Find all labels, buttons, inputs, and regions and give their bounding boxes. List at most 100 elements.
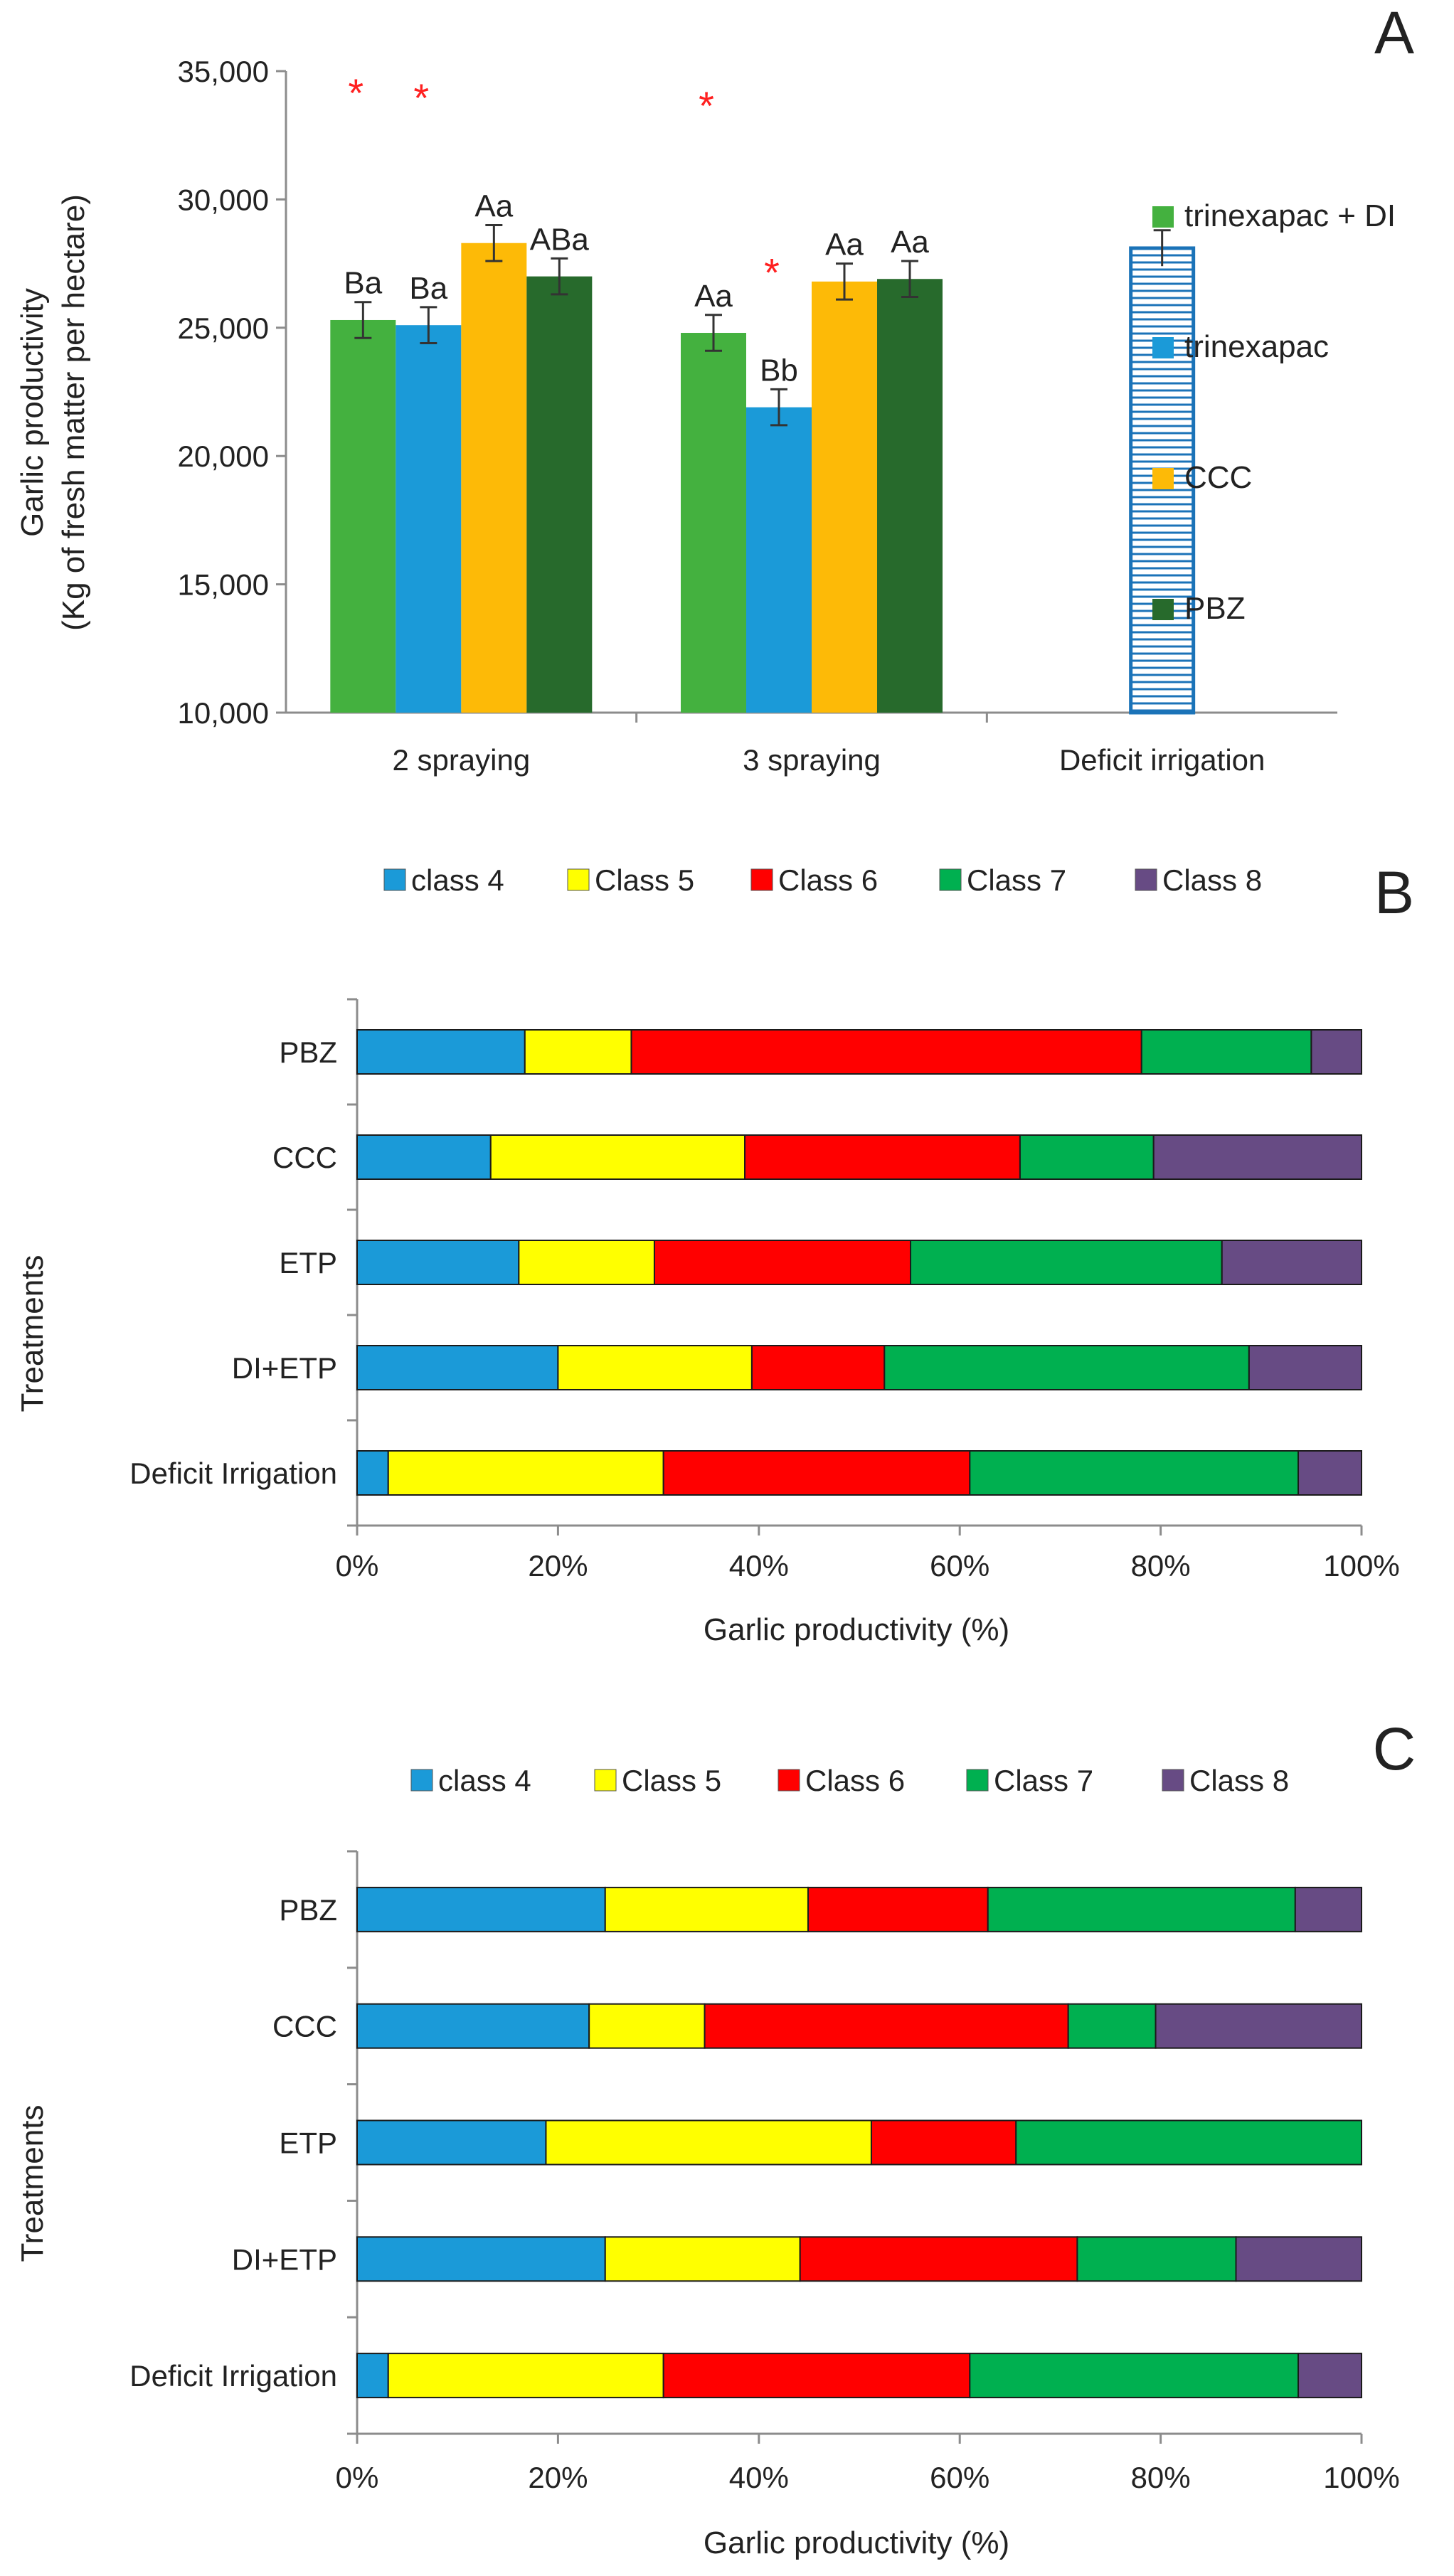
bar-segment [662,1450,971,1496]
y-tick-label: 20,000 [178,440,269,473]
x-tick-label: 40% [729,1549,789,1582]
y-tick-label: DI+ETP [232,2242,337,2276]
bar-segment [604,1886,809,1932]
bar-segment [1015,2119,1362,2166]
legend-swatch [410,1769,433,1792]
bar-segment [356,1450,389,1496]
bar-segment [799,2236,1078,2282]
legend-label: trinexapac + DI [1184,198,1396,233]
y-tick-label: ETP [279,2127,337,2160]
bar-segment [807,1886,989,1932]
legend-label: class 4 [411,863,504,897]
bar-segment [356,1134,492,1180]
legend-swatch [594,1769,617,1792]
bar-segment [588,2003,706,2049]
legend: trinexapac + DI trinexapac CCC PBZ [1152,198,1396,626]
x-tick-label: 80% [1131,1549,1191,1582]
bar [877,279,943,713]
legend-swatch [939,868,962,891]
bar-segment [1298,1450,1362,1496]
legend-swatch [1152,206,1174,228]
bar-segment [1155,2003,1363,2049]
x-tick-label: 20% [528,2461,588,2494]
significance-star: * [699,83,714,128]
bar-segment [1019,1134,1155,1180]
x-axis-title: Garlic productivity (%) [704,2526,1009,2560]
bar-segment [750,1345,886,1390]
y-tick-label: 10,000 [178,696,269,730]
bar-segment [604,2236,801,2282]
significance-letter: Aa [825,228,864,262]
significance-letter: Aa [694,279,733,314]
y-tick-label: 15,000 [178,568,269,602]
bar [461,243,527,713]
bar-segment [356,1240,520,1285]
bar-segment [662,2353,971,2399]
legend-label: class 4 [438,1764,531,1797]
legend-swatch [750,868,773,891]
bar-segment [545,2119,872,2166]
bar [396,325,462,713]
legend-swatch [1152,337,1174,358]
panel-label-c: C [1373,1715,1416,1782]
x-tick-label: 80% [1131,2461,1191,2494]
legend-label: Class 7 [967,863,1066,897]
bar-segment [870,2119,1017,2166]
y-axis: 10,000 15,000 20,000 25,000 30,000 35,000 [178,55,1337,730]
legend-label: Class 7 [994,1764,1093,1797]
chart-c: C class 4 Class 5 Class 6 Class 7 Class 8 0%… [15,1715,1416,2560]
significance-letter: Ba [409,271,447,306]
bar-segment [387,2353,664,2399]
legend-swatch [1135,868,1157,891]
legend-swatch [966,1769,989,1792]
bar [526,276,593,713]
legend-label: Class 5 [622,1764,721,1797]
y-tick-label: PBZ [279,1036,337,1069]
legend-swatch [383,868,406,891]
y-axis-title-unit: (Kg of fresh matter per hectare) [56,194,91,631]
x-tick-label: 3 spraying [743,743,881,777]
bar-segment [969,2353,1300,2399]
bars [330,223,1196,715]
significance-letter: ABa [530,222,590,257]
legend-label: Class 8 [1189,1764,1289,1797]
bar-segment [653,1240,912,1285]
bar-segment [1067,2003,1157,2049]
legend-swatch [1162,1769,1184,1792]
bar-segment [1221,1240,1363,1285]
x-axis-title: Garlic productivity (%) [704,1612,1009,1647]
bar-segment [1298,2353,1362,2399]
bar-labels: 2 spraying 3 spraying Deficit irrigation Ba… [344,70,1265,777]
y-tick-label: CCC [272,1141,337,1174]
bar [681,333,746,713]
x-tick-label: 0% [336,1549,379,1582]
legend-swatch [1152,468,1174,489]
x-tick-label: 20% [528,1549,588,1582]
significance-letter: Bb [760,353,798,388]
bar-segment [356,2353,389,2399]
y-axis-title: Treatments [15,1255,50,1412]
significance-star: * [764,250,780,295]
legend: class 4 Class 5 Class 6 Class 7 Class 8 [383,863,1262,897]
bar-segment [704,2003,1069,2049]
y-tick-label: Deficit Irrigation [129,2359,337,2393]
bar-segment [356,1029,526,1075]
bar-segment [387,1450,664,1496]
y-axis-title: Treatments [15,2105,50,2262]
bar-segment [1310,1029,1363,1075]
legend-label: Class 6 [805,1764,905,1797]
axes: 0% 20% 40% 60% 80% 100% PBZ CCC ETP DI+ETP Deficit… [129,1850,1400,2494]
significance-star: * [348,70,364,115]
bar-segment [356,2236,606,2282]
x-tick-label: 0% [336,2461,379,2494]
y-tick-label: DI+ETP [232,1351,337,1385]
legend-label: Class 6 [778,863,878,897]
x-tick-label: 60% [930,1549,989,1582]
x-tick-label: 2 spraying [392,743,530,777]
legend-label: Class 5 [595,863,694,897]
bar-segment [630,1029,1142,1075]
x-tick-label: 100% [1323,1549,1399,1582]
bar-segment [744,1134,1021,1180]
legend-label: Class 8 [1162,863,1262,897]
chart-b: B class 4 Class 5 Class 6 Class 7 Class 8 0%… [15,859,1414,1647]
